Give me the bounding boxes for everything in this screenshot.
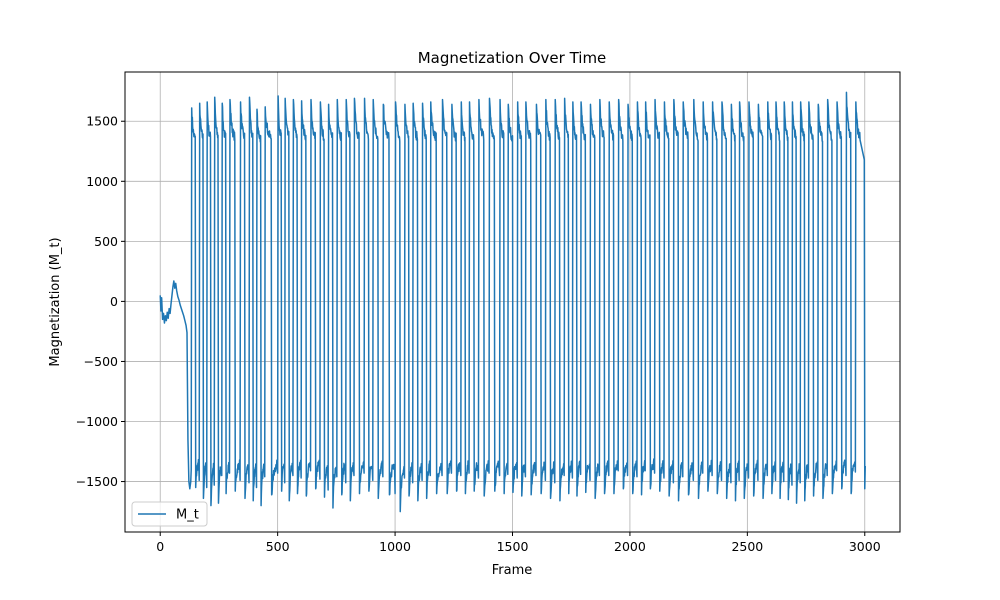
y-tick-label: −500 [84,354,118,369]
plot-area [159,91,866,513]
y-axis-ticks: −1500 −1000 −500 0 500 1000 1500 [76,114,125,489]
x-tick-label: 1000 [379,539,411,554]
y-tick-label: 1000 [86,174,118,189]
y-tick-label: 500 [94,234,118,249]
x-tick-label: 1500 [497,539,529,554]
series-line-M_t [159,91,866,513]
chart-title: Magnetization Over Time [418,49,607,67]
x-tick-label: 500 [266,539,290,554]
x-axis-label: Frame [492,563,533,578]
x-axis-ticks: 0 500 1000 1500 2000 2500 3000 [156,532,881,554]
y-tick-label: −1500 [76,474,118,489]
x-tick-label: 0 [156,539,164,554]
y-tick-label: 1500 [86,114,118,129]
x-tick-label: 3000 [849,539,881,554]
y-tick-label: 0 [110,294,118,309]
y-axis-label: Magnetization (M_t) [48,237,63,366]
legend-box [131,501,208,527]
y-tick-label: −1000 [76,414,118,429]
x-tick-label: 2000 [614,539,646,554]
legend-label-M_t: M_t [176,508,199,523]
x-tick-label: 2500 [731,539,763,554]
legend: M_t [131,501,208,527]
